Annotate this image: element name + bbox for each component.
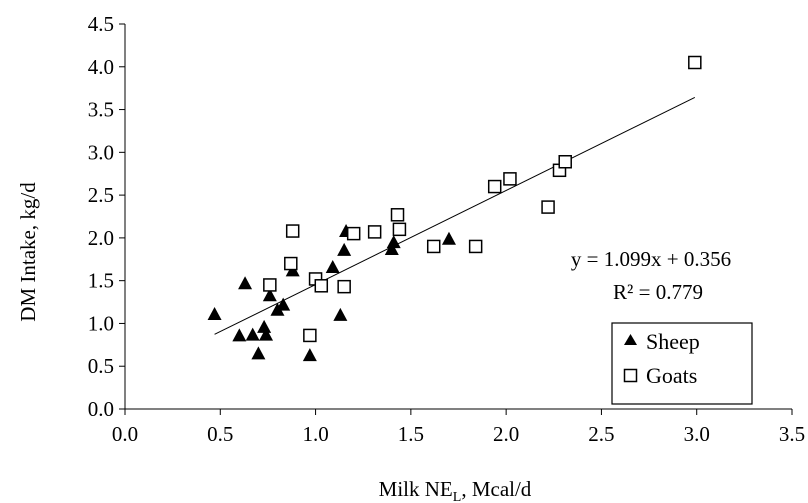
y-tick-label: 4.0 [88,55,114,79]
x-tick-label: 0.0 [112,422,138,446]
x-axis-title-subscript: L [453,490,462,503]
sheep-point [262,288,277,302]
goats-point [541,200,555,214]
legend-box [611,322,753,405]
legend-sheep-marker [624,334,637,345]
x-axis-title: Milk NEL, Mcal/d [379,477,532,503]
y-tick-label: 0.0 [88,397,114,421]
sheep-point [325,259,340,273]
goats-point [263,278,277,292]
x-tick-label: 2.0 [493,422,519,446]
goats-point [558,154,572,169]
x-tick-label: 3.5 [779,422,805,446]
sheep-point [257,319,272,333]
y-ticks: 0.0 0.5 1.0 1.5 2.0 2.5 3.0 3.5 4.0 4.5 [88,12,125,421]
x-tick-label: 1.5 [398,422,424,446]
y-tick-label: 3.5 [88,98,114,122]
axes [124,24,792,410]
sheep-point [386,235,401,249]
x-tick-label: 3.0 [684,422,710,446]
goats-point [284,256,298,271]
goats-point [337,279,351,294]
y-tick-label: 3.0 [88,140,114,164]
trendline [214,96,696,335]
goats-point [314,279,329,293]
x-ticks: 0.0 0.5 1.0 1.5 2.0 2.5 3.0 3.5 [112,409,805,446]
y-tick-label: 1.0 [88,311,114,335]
goats-point [468,239,483,254]
legend: Sheep Goats [611,322,753,405]
sheep-point [245,327,260,341]
y-tick-label: 2.5 [88,183,114,207]
legend-sheep-label: Sheep [646,329,700,354]
legend-goats-label: Goats [646,363,697,388]
y-tick-label: 2.0 [88,226,114,250]
goats-point [688,55,702,70]
sheep-point [276,297,291,311]
trendline-equation: y = 1.099x + 0.356 [571,247,731,271]
sheep-point [232,328,247,342]
goats-point [503,172,517,186]
goats-point [346,226,361,241]
y-tick-label: 4.5 [88,12,114,36]
trendline-r2: R² = 0.779 [613,280,703,304]
goats-point [487,179,502,194]
legend-goats-marker [623,368,638,383]
x-tick-label: 2.5 [588,422,614,446]
sheep-point [302,348,317,362]
goats-point [390,208,405,222]
goats-point [303,328,317,343]
x-axis-title-suffix: , Mcal/d [461,477,531,501]
x-axis-title-main: Milk NE [379,477,453,501]
y-tick-label: 1.5 [88,269,114,293]
sheep-point [333,307,348,321]
goats-point [285,224,300,238]
sheep-point [384,242,399,256]
goats-point [367,225,382,239]
goats-point [426,239,441,254]
sheep-point [337,242,352,256]
goats-point [392,222,407,237]
data-points [207,55,702,362]
sheep-point [259,327,274,341]
x-tick-label: 1.0 [302,422,328,446]
sheep-point [207,307,222,321]
y-axis-title: DM Intake, kg/d [16,182,40,322]
sheep-point [251,346,266,360]
sheep-point [238,276,253,290]
y-tick-label: 0.5 [88,354,114,378]
sheep-point [441,231,456,245]
x-tick-label: 0.5 [207,422,233,446]
